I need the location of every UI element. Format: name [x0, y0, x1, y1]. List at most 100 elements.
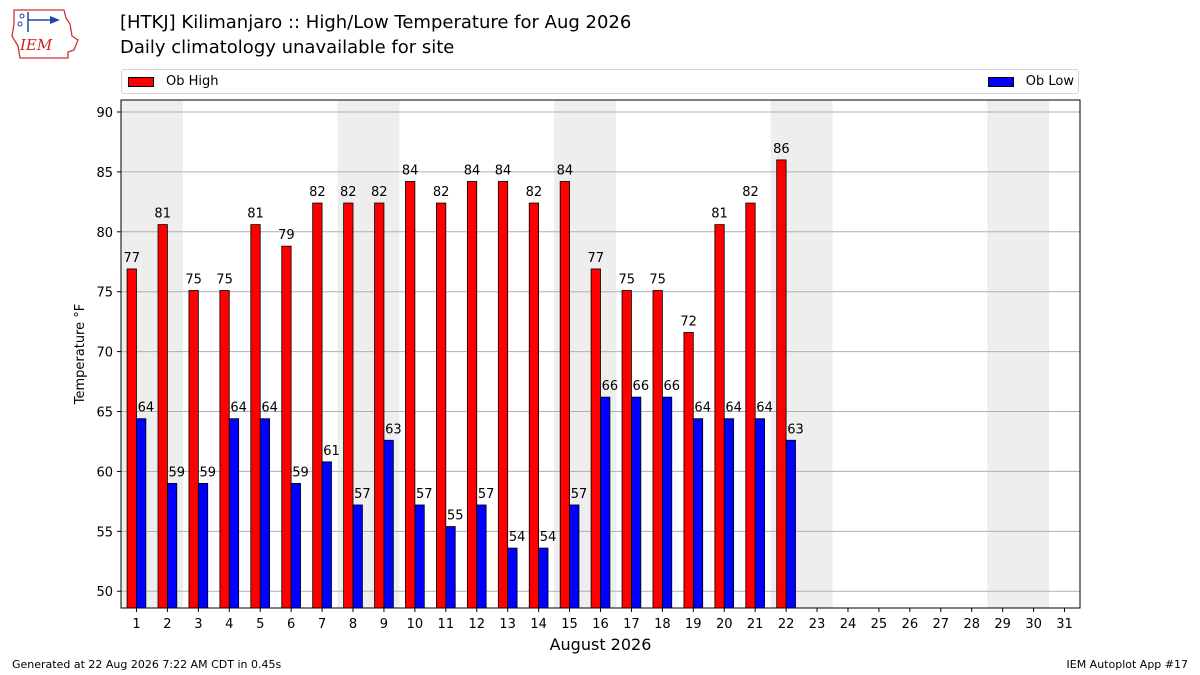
bar-low	[507, 547, 518, 609]
x-tick-label: 21	[747, 617, 764, 632]
x-tick-label: 12	[468, 617, 485, 632]
bar-high	[528, 202, 540, 609]
x-tick-label: 27	[933, 617, 950, 632]
bar-low	[661, 396, 673, 609]
y-tick-label: 50	[96, 585, 113, 600]
data-label-low: 66	[633, 379, 650, 394]
chart-subtitle: Daily climatology unavailable for site	[120, 37, 455, 58]
bar-low	[476, 504, 487, 609]
bar-low	[290, 482, 301, 609]
generated-timestamp: Generated at 22 Aug 2026 7:22 AM CDT in …	[12, 658, 282, 671]
x-axis-label: August 2026	[550, 635, 652, 654]
bar-low	[445, 526, 456, 609]
data-label-high: 75	[649, 273, 666, 288]
bar-low	[197, 482, 209, 609]
data-label-high: 72	[680, 314, 697, 329]
legend-item-high: Ob High	[128, 74, 219, 89]
bar-low	[259, 418, 271, 609]
bar-low	[352, 504, 363, 609]
bar-low	[383, 439, 394, 609]
bar-high	[405, 181, 416, 609]
bar-low	[167, 482, 178, 609]
x-tick-label: 17	[623, 617, 640, 632]
bar-high	[343, 202, 354, 609]
x-tick-label: 23	[809, 617, 826, 632]
bar-low	[723, 418, 735, 609]
data-label-low: 64	[694, 401, 711, 416]
y-tick-label: 90	[96, 106, 113, 121]
iem-logo: IEM	[11, 9, 79, 59]
bar-low	[136, 418, 147, 609]
bar-high	[188, 290, 199, 609]
app-label: IEM Autoplot App #17	[1066, 658, 1189, 671]
x-tick-label: 28	[963, 617, 980, 632]
bar-high	[219, 290, 230, 609]
bar-high	[652, 290, 663, 609]
bar-low	[321, 461, 332, 609]
data-label-high: 82	[433, 185, 450, 200]
x-tick-label: 6	[287, 617, 295, 632]
chart-title: [HTKJ] Kilimanjaro :: High/Low Temperatu…	[120, 12, 632, 33]
legend-swatch-low	[987, 76, 1014, 87]
data-label-low: 63	[787, 422, 804, 437]
y-tick-label: 80	[96, 226, 113, 241]
x-tick-label: 3	[194, 617, 202, 632]
data-label-low: 55	[447, 509, 464, 524]
bar-low	[538, 547, 549, 609]
data-label-high: 82	[371, 185, 388, 200]
data-label-low: 64	[230, 401, 247, 416]
data-label-low: 54	[540, 530, 557, 545]
bar-high	[714, 224, 725, 609]
data-label-high: 81	[154, 207, 171, 222]
y-tick-label: 85	[96, 166, 113, 181]
data-label-high: 75	[185, 273, 202, 288]
x-tick-label: 14	[530, 617, 547, 632]
x-tick-label: 11	[438, 617, 455, 632]
weekend-band	[987, 100, 1050, 608]
bar-low	[228, 418, 240, 609]
x-tick-label: 5	[256, 617, 264, 632]
x-tick-label: 25	[871, 617, 888, 632]
bar-high	[374, 202, 385, 609]
x-tick-label: 4	[225, 617, 233, 632]
x-tick-label: 19	[685, 617, 702, 632]
bar-low	[569, 504, 580, 609]
data-label-low: 59	[169, 465, 186, 480]
data-label-high: 79	[278, 228, 295, 243]
bar-low	[631, 396, 642, 609]
x-tick-label: 9	[380, 617, 388, 632]
data-label-low: 57	[354, 487, 371, 502]
bar-low	[414, 504, 425, 609]
data-label-high: 84	[495, 163, 512, 178]
bar-high	[157, 224, 168, 609]
data-label-high: 84	[402, 163, 419, 178]
data-label-high: 77	[123, 251, 140, 266]
data-label-high: 86	[773, 142, 790, 157]
data-label-high: 84	[557, 163, 574, 178]
bar-high	[776, 159, 787, 609]
data-label-high: 82	[309, 185, 326, 200]
data-label-low: 64	[725, 401, 742, 416]
data-label-high: 82	[526, 185, 543, 200]
bar-high	[466, 181, 478, 609]
x-tick-label: 8	[349, 617, 357, 632]
data-label-low: 66	[602, 379, 619, 394]
data-label-low: 57	[571, 487, 588, 502]
bar-high	[126, 268, 137, 609]
bar-high	[590, 268, 601, 609]
data-label-low: 64	[756, 401, 773, 416]
bar-low	[692, 418, 704, 609]
x-tick-label: 10	[407, 617, 424, 632]
data-label-high: 81	[711, 207, 728, 222]
data-label-low: 66	[663, 379, 680, 394]
bar-high	[436, 202, 447, 609]
bar-high	[250, 224, 261, 609]
data-label-low: 59	[199, 465, 216, 480]
y-axis-label: Temperature °F	[73, 304, 88, 405]
x-tick-label: 15	[561, 617, 578, 632]
x-tick-label: 20	[716, 617, 733, 632]
data-label-low: 59	[292, 465, 309, 480]
bar-high	[683, 332, 694, 609]
x-tick-label: 26	[902, 617, 919, 632]
